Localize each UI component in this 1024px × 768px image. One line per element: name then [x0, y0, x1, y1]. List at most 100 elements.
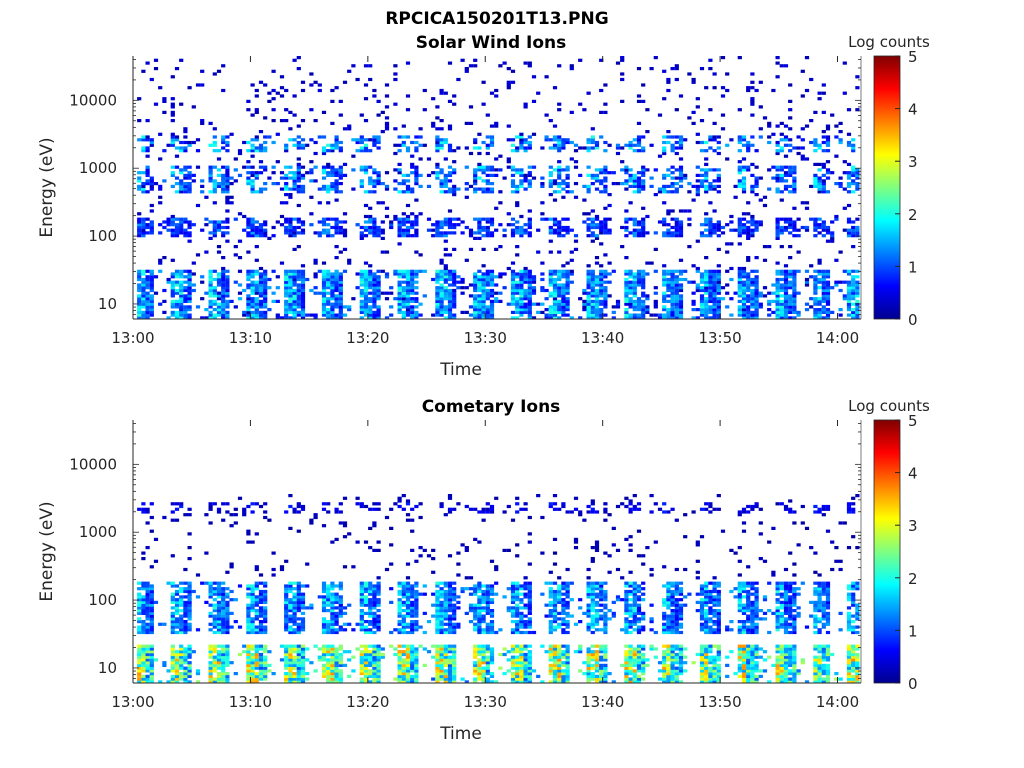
heatmap-cell: [221, 644, 226, 648]
heatmap-cell: [225, 149, 230, 153]
heatmap-cell: [397, 149, 402, 153]
heatmap-cell: [830, 234, 835, 238]
heatmap-cell: [846, 176, 852, 180]
heatmap-cell: [817, 277, 822, 282]
heatmap-cell: [737, 160, 742, 164]
heatmap-cell: [741, 165, 747, 169]
heatmap-cell: [754, 280, 759, 284]
heatmap-cell: [166, 581, 171, 585]
heatmap-cell: [149, 288, 154, 293]
heatmap-cell: [347, 127, 352, 131]
heatmap-cell: [149, 223, 154, 227]
heatmap-cell: [334, 297, 339, 301]
heatmap-cell: [473, 288, 478, 293]
heatmap-cell: [443, 308, 448, 312]
heatmap-cell: [246, 217, 251, 221]
heatmap-cell: [368, 277, 373, 282]
heatmap-cell: [212, 140, 217, 145]
heatmap-cell: [233, 280, 238, 284]
heatmap-cell: [179, 655, 184, 659]
heatmap-cell: [389, 220, 394, 224]
heatmap-cell: [775, 176, 780, 180]
heatmap-cell: [179, 272, 184, 276]
heatmap-cell: [519, 302, 524, 306]
heatmap-cell: [216, 617, 222, 621]
heatmap-cell: [498, 291, 503, 295]
heatmap-cell: [254, 190, 259, 194]
heatmap-cell: [519, 225, 524, 230]
heatmap-cell: [565, 184, 570, 188]
heatmap-cell: [489, 217, 495, 221]
heatmap-cell: [330, 581, 335, 585]
heatmap-cell: [741, 269, 747, 273]
heatmap-cell: [485, 305, 490, 309]
heatmap-cell: [838, 308, 843, 312]
heatmap-cell: [145, 625, 150, 629]
heatmap-cell: [527, 231, 532, 235]
heatmap-cell: [242, 650, 247, 654]
heatmap-cell: [494, 291, 499, 295]
heatmap-cell: [523, 277, 528, 282]
heatmap-cell: [498, 272, 503, 276]
heatmap-cell: [221, 140, 226, 145]
heatmap-cell: [225, 286, 230, 290]
heatmap-cell: [443, 294, 448, 298]
heatmap-cell: [246, 176, 251, 180]
heatmap-cell: [737, 108, 742, 112]
heatmap-cell: [170, 584, 175, 588]
heatmap-cell: [179, 146, 184, 150]
heatmap-cell: [330, 603, 335, 607]
heatmap-cell: [221, 603, 226, 607]
heatmap-cell: [510, 288, 516, 293]
heatmap-cell: [174, 272, 180, 276]
heatmap-cell: [300, 644, 306, 648]
heatmap-cell: [145, 603, 150, 607]
heatmap-cell: [149, 231, 154, 235]
heatmap-cell: [435, 176, 440, 180]
heatmap-cell: [321, 168, 327, 172]
heatmap-cell: [141, 135, 146, 139]
heatmap-cell: [519, 140, 524, 145]
heatmap-cell: [737, 168, 742, 172]
heatmap-cell: [284, 231, 289, 235]
heatmap-cell: [624, 179, 629, 183]
heatmap-cell: [405, 272, 411, 276]
heatmap-cell: [183, 513, 188, 517]
heatmap-cell: [271, 140, 276, 145]
heatmap-cell: [414, 299, 419, 303]
heatmap-cell: [216, 220, 222, 224]
heatmap-cell: [254, 655, 259, 659]
heatmap-cell: [599, 179, 604, 183]
heatmap-cell: [212, 598, 217, 602]
heatmap-cell: [548, 269, 553, 273]
heatmap-cell: [817, 143, 822, 147]
heatmap-cell: [300, 313, 306, 317]
heatmap-cell: [716, 286, 721, 290]
heatmap-cell: [762, 258, 768, 262]
heatmap-cell: [225, 595, 230, 599]
heatmap-cell: [704, 299, 709, 303]
heatmap-cell: [641, 135, 646, 139]
heatmap-cell: [552, 179, 558, 183]
heatmap-cell: [300, 80, 306, 84]
heatmap-cell: [552, 286, 558, 290]
heatmap-cell: [187, 291, 192, 295]
heatmap-cell: [439, 231, 444, 235]
heatmap-cell: [149, 609, 154, 613]
heatmap-cell: [519, 143, 524, 147]
heatmap-cell: [296, 504, 301, 509]
heatmap-cell: [330, 663, 335, 667]
heatmap-cell: [250, 630, 255, 635]
heatmap-cell: [662, 275, 667, 279]
heatmap-cell: [368, 316, 373, 320]
heatmap-cell: [271, 171, 276, 175]
heatmap-cell: [846, 132, 852, 136]
heatmap-cell: [796, 217, 801, 221]
heatmap-cell: [225, 614, 230, 618]
heatmap-cell: [632, 220, 637, 224]
heatmap-cell: [317, 658, 322, 662]
heatmap-cell: [708, 201, 713, 205]
heatmap-cell: [376, 308, 381, 312]
heatmap-cell: [355, 149, 360, 153]
heatmap-cell: [246, 603, 251, 607]
